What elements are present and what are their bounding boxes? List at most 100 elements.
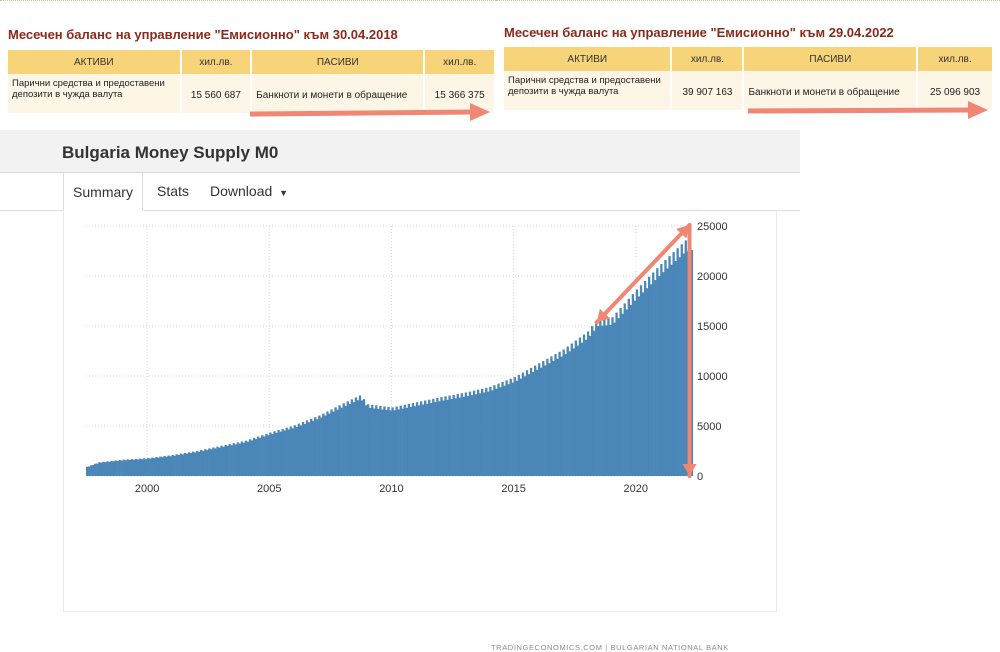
bar: [666, 268, 669, 476]
bar: [499, 387, 502, 476]
bar: [169, 456, 172, 476]
bar: [206, 450, 209, 476]
bar: [352, 402, 356, 476]
bar: [570, 343, 573, 476]
tab-stats[interactable]: Stats: [157, 172, 189, 210]
caret-down-icon: ▼: [279, 188, 289, 198]
bar: [104, 462, 107, 476]
bar: [252, 437, 256, 476]
bar: [456, 394, 459, 476]
bar: [267, 435, 270, 476]
annotation-arrow-head: [682, 464, 697, 476]
y-tick-label: 20000: [697, 271, 728, 283]
bar: [118, 460, 121, 476]
bar: [275, 432, 278, 476]
bar: [479, 393, 482, 476]
bar: [122, 459, 125, 476]
bar: [393, 410, 396, 476]
col-assets-value: хил.лв.: [671, 47, 745, 71]
source-attribution: TRADINGECONOMICS.COM | BULGARIAN NATIONA…: [491, 643, 729, 652]
bar: [112, 461, 115, 476]
bar: [88, 466, 91, 476]
bar: [515, 380, 518, 476]
bar: [116, 461, 119, 476]
bar: [183, 452, 187, 476]
bar: [138, 458, 142, 476]
bar: [591, 326, 594, 476]
bar: [136, 459, 140, 476]
annotation-arrow-line: [594, 223, 692, 325]
bar: [124, 460, 127, 476]
bar: [464, 392, 468, 476]
bar: [419, 401, 423, 476]
col-liabilities: ПАСИВИ: [743, 47, 919, 71]
bar: [305, 420, 309, 476]
bar: [212, 447, 215, 476]
bar: [381, 409, 384, 476]
bar: [161, 457, 164, 476]
bar: [690, 249, 694, 476]
col-assets: АКТИВИ: [504, 47, 673, 71]
bar: [307, 422, 311, 476]
bar: [468, 391, 472, 476]
bar: [208, 448, 211, 476]
bar: [684, 240, 687, 476]
bar: [344, 405, 347, 476]
bar: [483, 392, 486, 476]
bar: [165, 456, 168, 476]
bar: [322, 413, 325, 476]
bar: [511, 382, 514, 476]
bar: [540, 367, 543, 476]
bar: [189, 453, 193, 476]
bar: [501, 382, 504, 476]
bar: [92, 465, 95, 476]
bar: [348, 403, 351, 476]
bar: [261, 435, 264, 476]
bar: [603, 317, 606, 476]
bar: [100, 462, 103, 476]
bar: [631, 294, 635, 476]
bar: [405, 407, 408, 476]
bar: [216, 446, 219, 476]
bar: [269, 432, 272, 476]
bar: [601, 325, 604, 476]
bar: [531, 371, 535, 476]
bar: [434, 402, 437, 476]
bar: [678, 257, 681, 476]
chart-title: Bulgaria Money Supply M0: [62, 143, 279, 162]
bar: [470, 395, 474, 476]
asset-value: 39 907 163: [671, 71, 745, 102]
bar: [193, 452, 197, 476]
bar: [493, 385, 496, 476]
bar: [639, 285, 643, 476]
y-tick-label: 25000: [697, 221, 728, 233]
bar: [593, 330, 596, 476]
bar: [452, 394, 455, 476]
bar: [629, 305, 632, 476]
bar: [576, 345, 580, 476]
bar: [676, 248, 679, 476]
tab-download[interactable]: Download ▼: [210, 172, 288, 210]
bar: [210, 449, 213, 476]
bar: [509, 378, 512, 476]
bar: [397, 409, 400, 476]
bar: [432, 398, 435, 476]
bar: [171, 454, 174, 476]
bar: [660, 263, 663, 476]
bar: [670, 264, 673, 476]
bar: [635, 289, 639, 476]
col-liabilities-value: хил.лв.: [917, 47, 994, 71]
tab-summary[interactable]: Summary: [63, 172, 143, 211]
bar: [605, 325, 608, 476]
bar: [580, 342, 584, 476]
liability-value: 25 096 903: [917, 71, 994, 102]
bar: [401, 408, 404, 476]
bar: [513, 377, 516, 476]
bar: [613, 322, 616, 476]
bar: [623, 303, 626, 476]
bar: [153, 458, 156, 476]
bar: [529, 367, 533, 476]
bar: [436, 397, 439, 476]
bar: [446, 399, 449, 476]
bar: [126, 459, 130, 476]
